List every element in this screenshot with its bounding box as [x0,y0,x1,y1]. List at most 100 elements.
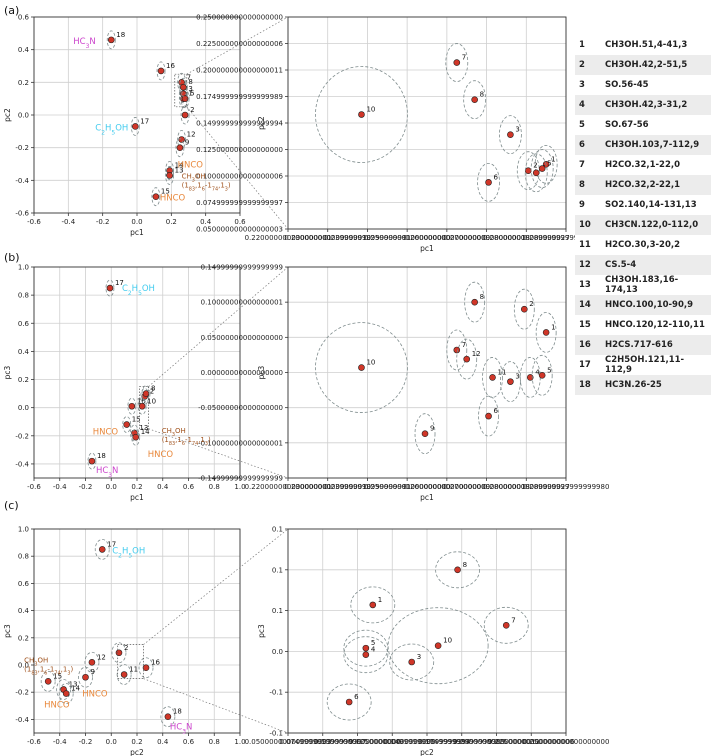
annotation-c2h5oh-b: C2H5OH [122,284,155,297]
point-label: 7 [187,73,191,81]
data-point [138,402,146,410]
uncertainty-ellipse [105,279,115,297]
point-label: 5 [371,639,375,647]
uncertainty-ellipse [178,77,188,97]
point-label: 5 [547,160,551,168]
uncertainty-ellipse [315,66,408,163]
point-label: 10 [147,397,156,405]
annotation-ch3oh-transition-c: (183,16-174,13) [24,665,73,676]
point-label: 17 [115,279,124,287]
point-label: 4 [535,368,540,376]
tick-label-x: 0.4 [157,483,169,491]
legend-row: 13 CH3OH.183,16-174,13 [575,275,711,295]
data-point [358,364,365,371]
uncertainty-ellipse [483,606,529,644]
uncertainty-ellipse [531,354,553,396]
point-label: 3 [417,653,421,661]
uncertainty-ellipse [315,322,408,413]
tick-label-y: 0.2 [18,376,29,384]
tick-label-y: -0.05000000000000000 [198,404,283,412]
tick-label-y: 0.074999999999999997 [196,199,283,207]
tick-label-y: 0.1 [272,526,283,534]
legend-row: 6 CH3OH.103,7-112,9 [575,135,711,155]
uncertainty-ellipse [389,643,435,681]
tick-label-y: 0.125000000000000000 [196,146,283,154]
zoom-region-box [174,73,188,108]
point-label: 8 [151,385,155,393]
x-axis-label: pc1 [420,244,434,253]
legend-transition: H2CO.30,3-20,2 [605,240,681,250]
tick-label-y: -0.6 [15,210,29,218]
tick-label-y: 0.05000000000000000 [201,334,283,342]
tick-label-x: -0.4 [53,738,67,746]
tick-label-x: 0.6 [234,218,246,226]
uncertainty-ellipse [343,636,389,674]
tick-label-x: 0.225000000000000006 [488,738,575,746]
legend-transition: HC3N.26-25 [605,380,662,390]
uncertainty-ellipse [445,43,469,82]
data-point [520,305,528,313]
data-point [88,658,96,666]
point-label: 18 [97,452,106,460]
data-point [542,329,550,336]
zoom-connector [143,528,289,645]
legend-row: 11 H2CO.30,3-20,2 [575,235,711,255]
point-label: 13 [139,424,148,432]
data-point [62,690,70,697]
uncertainty-ellipse [435,551,480,589]
uncertainty-ellipse [40,670,56,692]
x-axis-label: pc1 [130,228,144,237]
x-axis-label: pc2 [420,748,434,756]
data-point [82,673,89,681]
data-point [524,167,532,174]
legend-transition: H2CS.717-616 [605,340,673,350]
annotation-hnco-b: HNCO [93,428,119,438]
point-label: 7 [462,54,466,62]
tick-label-x: 0.8 [209,483,220,491]
uncertainty-ellipse [116,664,132,685]
point-label: 15 [161,188,170,196]
tick-label-x: 0.239999999999999991 [324,234,411,242]
legend-transition: CH3CN.122,0-112,0 [605,220,699,230]
tick-label-x: 0.6 [183,483,195,491]
data-point [176,144,184,151]
legend-transition: H2CO.32,1-22,0 [605,160,681,170]
data-point [454,566,461,574]
uncertainty-ellipse [524,153,548,193]
legend-row: 18 HC3N.26-25 [575,375,711,395]
point-label: 15 [53,672,62,680]
plot-c-right: 0.0500000000000000030.074999999999999997… [245,526,610,756]
point-label: 4 [371,646,376,654]
tick-label-x: 0.270000000000000018 [443,234,530,242]
data-point [434,642,442,649]
legend-row: 3 SO.56-45 [575,75,711,95]
annotation-ch3oh-transition-b: (183,16-174,13) [162,436,211,447]
point-label: 6 [354,693,359,701]
uncertainty-ellipse [165,161,175,180]
uncertainty-ellipse [456,338,478,380]
data-point [88,457,96,465]
legend-transition: C2H5OH.121,11-112,9 [605,355,685,375]
legend-number: 2 [579,60,585,70]
uncertainty-ellipse [513,288,535,330]
data-point [421,430,429,437]
uncertainty-ellipse [111,642,127,664]
uncertainty-ellipse [387,607,489,685]
point-label: 7 [462,341,466,349]
tick-label-x: 0.4 [200,218,212,226]
annotation-ch3oh-b: CH3OH [162,427,186,438]
point-label: 14 [141,428,150,436]
data-point [98,546,106,553]
tick-label-y: 0.6 [18,320,30,328]
point-label: 8 [188,78,192,86]
point-label: 12 [472,350,481,358]
legend-number: 12 [579,260,591,270]
point-label: 15 [132,416,141,424]
tick-label-y: -0.1 [269,689,283,697]
uncertainty-ellipse [516,151,540,191]
legend-row: 10 CH3CN.122,0-112,0 [575,215,711,235]
